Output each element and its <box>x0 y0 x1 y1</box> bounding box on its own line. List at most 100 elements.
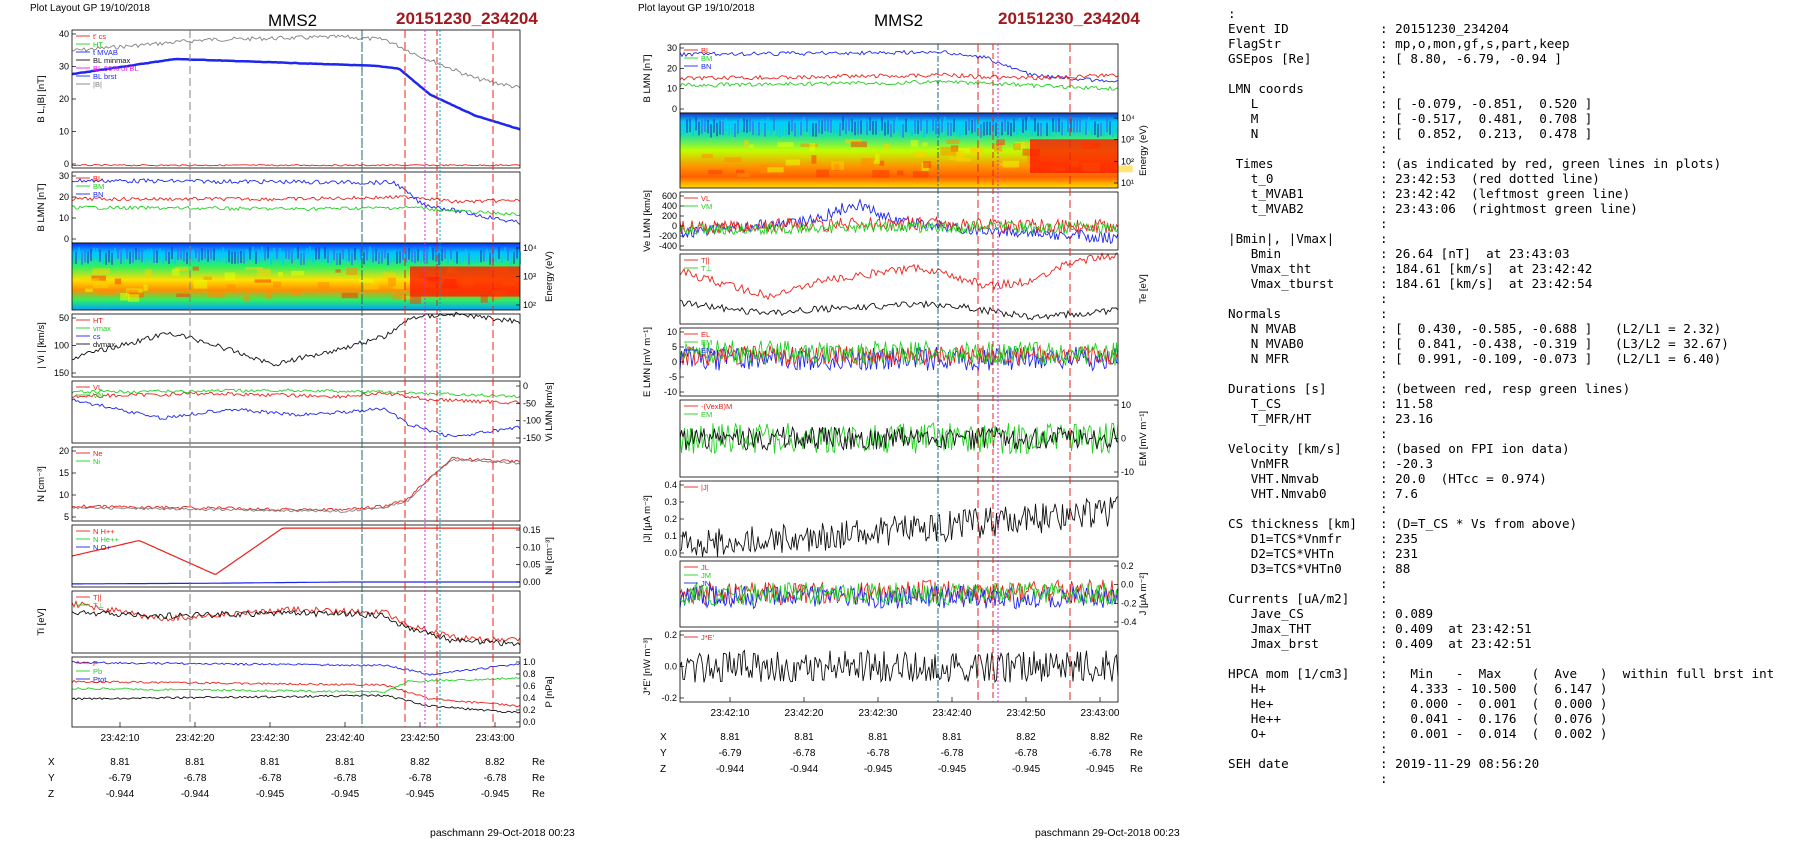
coord-name-z: Z <box>660 764 666 775</box>
coord-value: -0.945 <box>481 789 510 800</box>
spec-noise <box>1022 119 1024 133</box>
spec-noise <box>980 124 982 138</box>
legend-label: BL <box>701 46 710 55</box>
legend-label: BM <box>701 54 712 63</box>
spec-noise <box>297 246 299 259</box>
spec-noise <box>90 248 92 261</box>
left-plot-figure: Plot Layout GP 19/10/2018 MMS2 20151230_23… <box>30 3 575 839</box>
legend-label: EM <box>701 410 712 419</box>
legend-label: JL <box>701 563 709 572</box>
info-label: CS thickness [km] <box>1228 516 1357 531</box>
spec-blotch <box>401 295 412 300</box>
spec-blotch <box>996 139 1005 146</box>
legend-label: N He++ <box>93 535 119 544</box>
spec-noise <box>372 250 374 263</box>
info-value: : <box>1380 291 1388 306</box>
x-tick-label: 23:42:50 <box>1007 708 1046 719</box>
spec-noise <box>932 117 934 132</box>
y-tick-label: 0 <box>672 104 677 114</box>
spec-noise <box>156 250 158 263</box>
info-row: GSEpos [Re]: [ 8.80, -6.79, -0.94 ] <box>1228 51 1798 66</box>
right-axis-label: Energy (eV) <box>1138 125 1149 176</box>
spec-noise <box>453 251 455 264</box>
spec-noise <box>405 250 407 263</box>
series-line-3 <box>71 398 521 438</box>
spec-blotch <box>767 167 784 173</box>
spec-noise <box>447 251 449 264</box>
spec-noise <box>426 251 428 264</box>
spec-hot-region <box>410 266 520 297</box>
spec-noise <box>378 251 380 265</box>
series-line-2 <box>71 609 521 647</box>
spec-noise <box>701 120 703 134</box>
info-row: LMN coords: <box>1228 81 1798 96</box>
spec-noise <box>504 247 506 260</box>
middle-plot-figure: Plot layout GP 19/10/2018 MMS2 20151230_23… <box>638 3 1180 839</box>
r-tick-label: 0.2 <box>1121 561 1134 571</box>
x-tick-label: 23:42:10 <box>711 708 750 719</box>
spec-noise <box>225 251 227 264</box>
r-tick-label: 0.2 <box>523 705 536 715</box>
spec-noise <box>126 247 128 260</box>
spec-noise <box>408 247 410 260</box>
spec-noise <box>881 116 883 131</box>
series-line-3 <box>679 79 1119 91</box>
legend-label: BN <box>701 62 711 71</box>
spec-noise <box>767 117 769 131</box>
spec-blotch <box>816 169 829 178</box>
spec-noise <box>474 251 476 264</box>
panel-frame <box>679 253 1119 325</box>
y-tick-label: -0.2 <box>661 693 677 703</box>
y-tick-label: 0.0 <box>664 662 677 672</box>
series-line-3 <box>71 205 521 217</box>
info-row: H+: 4.333 - 10.500 ( 6.147 ) <box>1228 681 1798 696</box>
y-tick-label: -5 <box>669 372 677 382</box>
legend-label: BL <box>93 174 102 183</box>
info-value: : -20.3 <box>1380 456 1434 471</box>
spec-noise <box>312 250 314 263</box>
series-line-1 <box>71 311 521 367</box>
spec-noise <box>399 251 401 264</box>
spec-noise <box>369 246 371 259</box>
y-tick-label: 10 <box>667 327 677 337</box>
r-tick-label: 0.8 <box>523 669 536 679</box>
right-axis-label: J [μA m⁻²] <box>1138 573 1149 616</box>
coord-value: 8.82 <box>410 757 430 768</box>
spec-noise <box>950 122 952 137</box>
spec-noise <box>806 118 808 132</box>
coord-value: 8.81 <box>868 732 888 743</box>
spec-noise <box>863 118 865 133</box>
spec-noise <box>102 252 104 265</box>
info-row: HPCA mom [1/cm3]: Min - Max ( Ave ) with… <box>1228 666 1798 681</box>
spec-noise <box>300 253 302 266</box>
info-label: T_MFR/HT <box>1228 411 1312 426</box>
info-value: : 231 <box>1380 546 1418 561</box>
spec-noise <box>845 120 847 135</box>
coord-value: -0.945 <box>331 789 360 800</box>
spec-noise <box>231 251 233 264</box>
info-label: H+ <box>1228 681 1266 696</box>
spec-noise <box>842 116 844 131</box>
info-label: D1=TCS*Vnmfr <box>1228 531 1342 546</box>
spec-noise <box>848 117 850 131</box>
y-tick-label: 20 <box>667 63 677 73</box>
info-label: VnMFR <box>1228 456 1289 471</box>
coord-value: -0.945 <box>256 789 285 800</box>
info-value: : 235 <box>1380 531 1418 546</box>
spec-noise <box>219 249 221 262</box>
info-label: N MFR <box>1228 351 1289 366</box>
spec-noise <box>1025 116 1027 131</box>
spec-noise <box>923 123 925 138</box>
info-row: Bmin: 26.64 [nT] at 23:43:03 <box>1228 246 1798 261</box>
spec-noise <box>363 252 365 265</box>
series-line-3 <box>71 694 521 714</box>
spec-noise <box>722 121 724 136</box>
series-line-2 <box>71 194 521 204</box>
spec-noise <box>186 252 188 265</box>
spec-noise <box>516 246 518 259</box>
legend-label: VN <box>93 391 103 400</box>
r-tick-label: -0.4 <box>1121 617 1137 627</box>
panel-8: Ti [eV] T||T⊥ <box>36 590 521 654</box>
legend-label: EL <box>701 330 710 339</box>
y-tick-label: 150 <box>54 368 69 378</box>
